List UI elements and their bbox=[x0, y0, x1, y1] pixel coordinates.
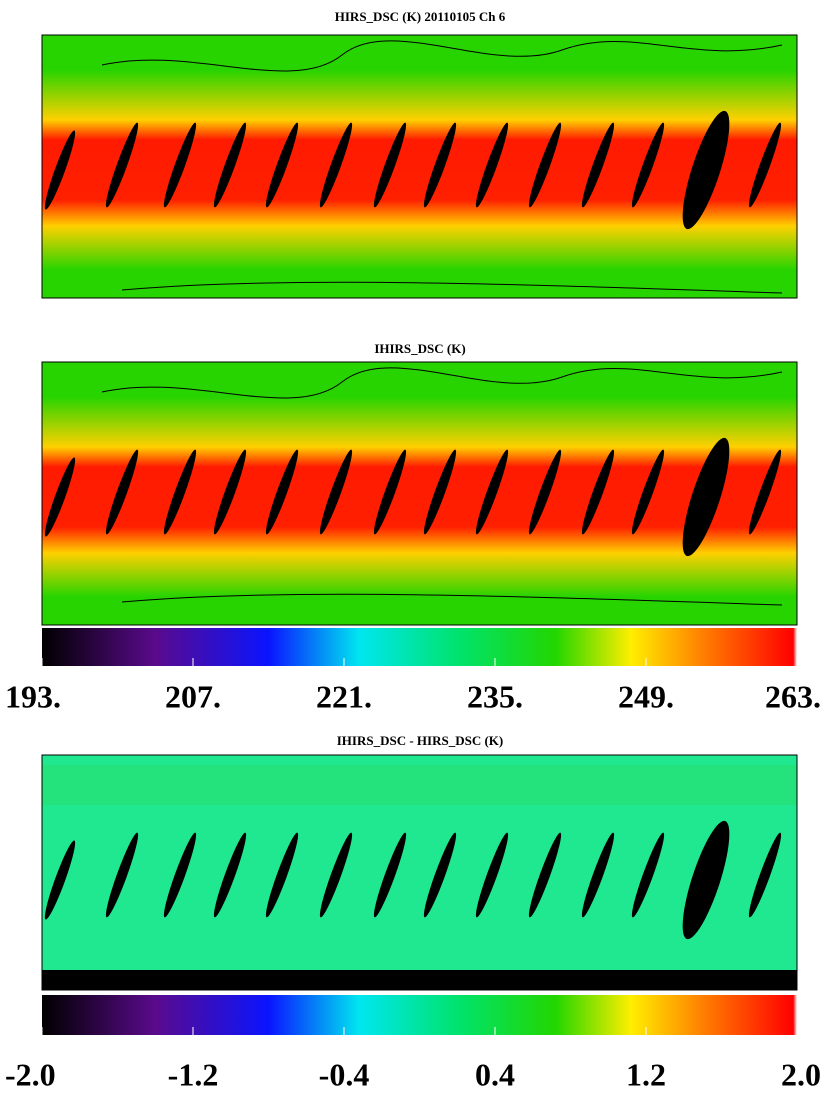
tick-label: -1.2 bbox=[168, 1056, 219, 1092]
tick-label: 193. bbox=[5, 678, 61, 714]
panel-title: IHIRS_DSC - HIRS_DSC (K) bbox=[337, 733, 504, 748]
tick-label: 0.4 bbox=[475, 1056, 515, 1092]
tick-label: 221. bbox=[316, 678, 372, 714]
colorbar-ticks: -2.0 -1.2 -0.4 0.4 1.2 2.0 bbox=[5, 1027, 821, 1092]
tick-label: 207. bbox=[165, 678, 221, 714]
panel-title: IHIRS_DSC (K) bbox=[374, 341, 465, 356]
tick-label: 263. bbox=[765, 678, 821, 714]
colorbar bbox=[42, 995, 797, 1035]
tick-label: 235. bbox=[467, 678, 523, 714]
colorbar bbox=[42, 628, 797, 666]
tick-label: -2.0 bbox=[5, 1056, 56, 1092]
tick-label: 249. bbox=[618, 678, 674, 714]
colorbar-ticks: 193. 207. 221. 235. 249. 263. bbox=[5, 658, 821, 714]
panel-title: HIRS_DSC (K) 20110105 Ch 6 bbox=[335, 9, 506, 24]
map bbox=[40, 34, 798, 299]
tick-label: 1.2 bbox=[626, 1056, 666, 1092]
tick-label: -0.4 bbox=[319, 1056, 370, 1092]
tick-label: 2.0 bbox=[781, 1056, 821, 1092]
map bbox=[40, 754, 798, 991]
map bbox=[40, 361, 798, 626]
